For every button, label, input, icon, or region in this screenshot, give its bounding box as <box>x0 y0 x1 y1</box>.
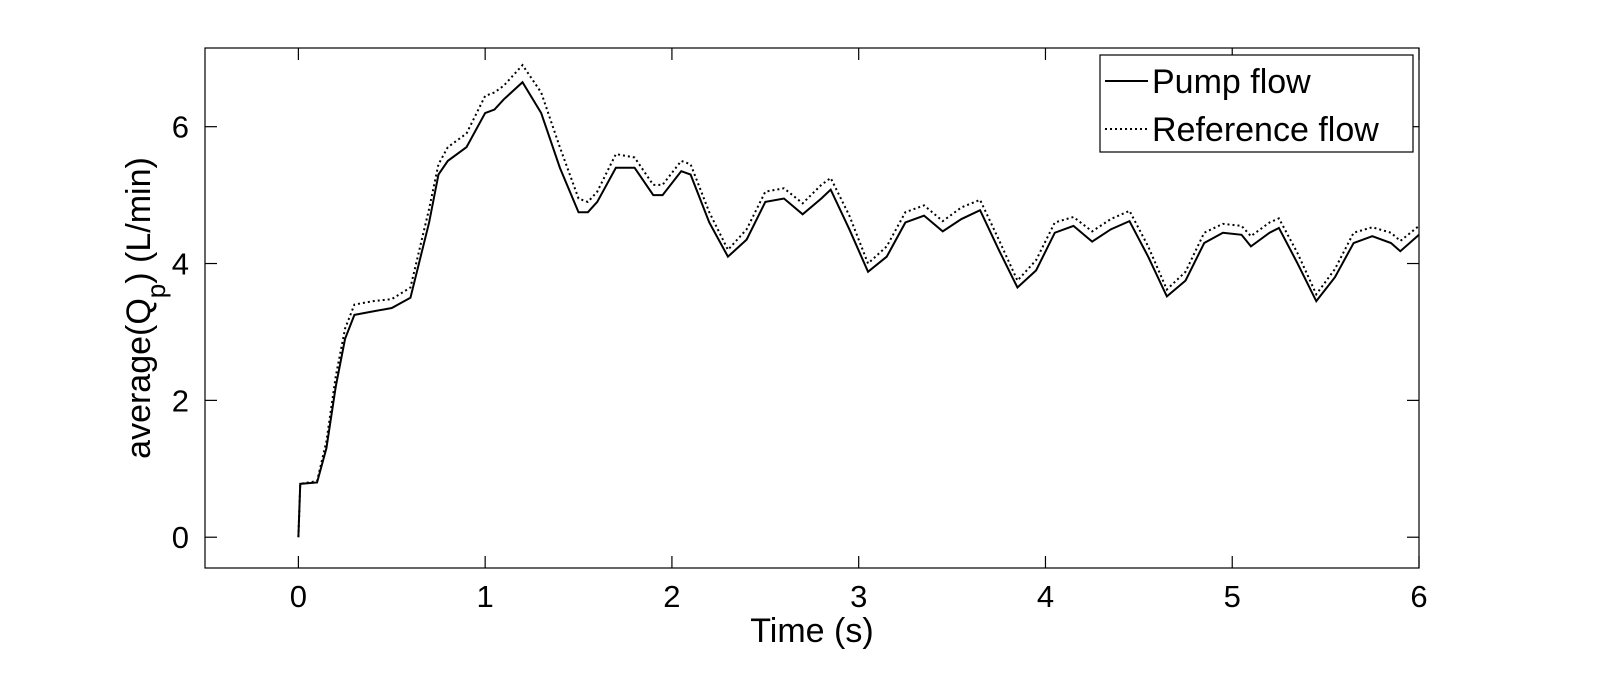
x-tick-label: 4 <box>1037 579 1054 614</box>
x-tick-label: 5 <box>1224 579 1241 614</box>
y-axis-label: average(Qp) (L/min) <box>120 157 171 459</box>
y-tick-label: 0 <box>172 520 189 555</box>
y-label-sub: p <box>141 284 171 298</box>
x-tick-label: 3 <box>850 579 867 614</box>
x-axis-label: Time (s) <box>750 612 873 650</box>
y-label-part: average(Q <box>120 298 158 459</box>
x-tick-label: 2 <box>663 579 680 614</box>
y-tick-label: 6 <box>172 110 189 145</box>
series-line <box>297 80 1420 538</box>
x-tick-label: 0 <box>290 579 307 614</box>
x-tick-label: 6 <box>1410 579 1427 614</box>
y-label-part: ) (L/min) <box>120 157 158 284</box>
legend-box <box>1099 54 1414 153</box>
legend-label: Pump flow <box>1152 63 1311 101</box>
y-tick-label: 2 <box>172 383 189 418</box>
y-tick-label: 4 <box>172 247 189 282</box>
legend-label: Reference flow <box>1152 111 1379 149</box>
x-tick-label: 1 <box>477 579 494 614</box>
